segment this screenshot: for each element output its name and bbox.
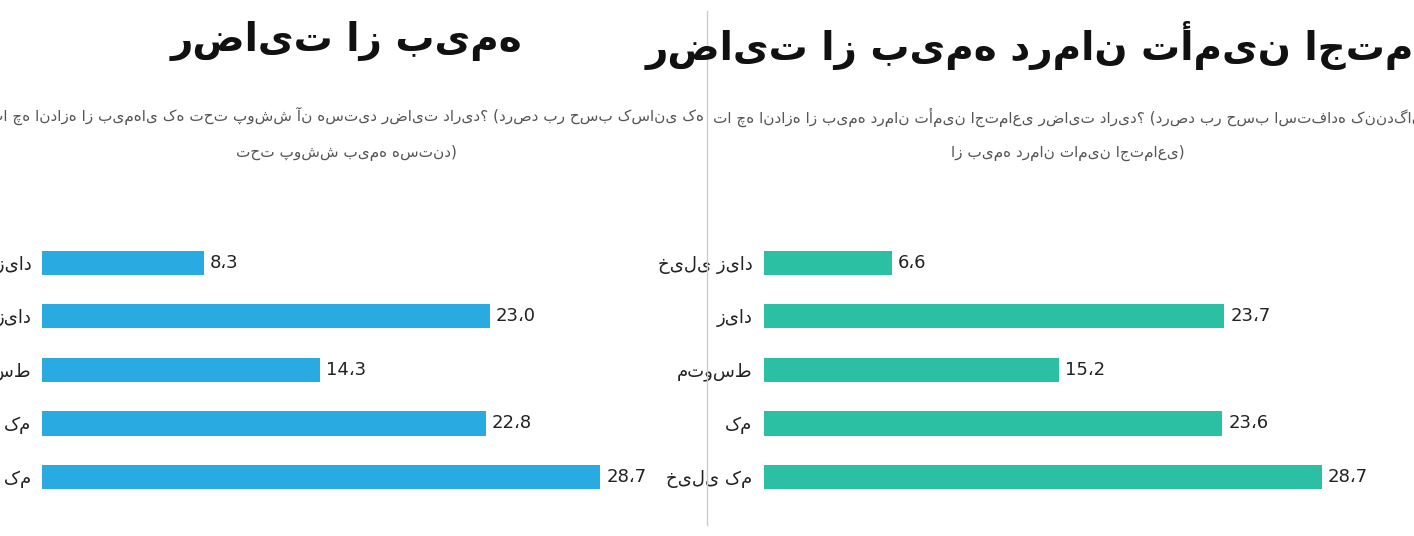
Text: 23،0: 23،0 <box>495 307 536 325</box>
Bar <box>42 465 601 489</box>
Text: 14،3: 14،3 <box>327 361 366 379</box>
Text: رضایت از بیمه: رضایت از بیمه <box>171 21 522 62</box>
Bar <box>764 358 1059 382</box>
Bar <box>42 250 204 274</box>
Text: رضایت از بیمه درمان تأمین اجتماعی: رضایت از بیمه درمان تأمین اجتماعی <box>646 21 1414 70</box>
Text: تا چه اندازه از بیمهای که تحت پوشش آن هستید رضایت دارید؟ (درصد بر حسب کسانی که: تا چه اندازه از بیمهای که تحت پوشش آن هس… <box>0 107 704 125</box>
Text: 6،6: 6،6 <box>898 254 926 272</box>
Text: تحت پوشش بیمه هستند): تحت پوشش بیمه هستند) <box>236 145 457 161</box>
Text: 28،7: 28،7 <box>607 468 646 486</box>
Bar <box>764 304 1225 328</box>
Bar <box>764 465 1322 489</box>
Text: 15،2: 15،2 <box>1065 361 1106 379</box>
Text: 23،7: 23،7 <box>1230 307 1270 325</box>
Text: 28،7: 28،7 <box>1328 468 1367 486</box>
Text: 22،8: 22،8 <box>492 414 532 433</box>
Bar <box>42 304 489 328</box>
Text: 8،3: 8،3 <box>209 254 238 272</box>
Text: 23،6: 23،6 <box>1229 414 1268 433</box>
Bar <box>42 358 321 382</box>
Bar <box>764 412 1222 435</box>
Text: تا چه اندازه از بیمه درمان تأمین اجتماعی رضایت دارید؟ (درصد بر حسب استفاده کنندگ: تا چه اندازه از بیمه درمان تأمین اجتماعی… <box>713 107 1414 126</box>
Text: از بیمه درمان تامین اجتماعی): از بیمه درمان تامین اجتماعی) <box>950 145 1185 161</box>
Bar <box>42 412 486 435</box>
Bar <box>764 250 892 274</box>
